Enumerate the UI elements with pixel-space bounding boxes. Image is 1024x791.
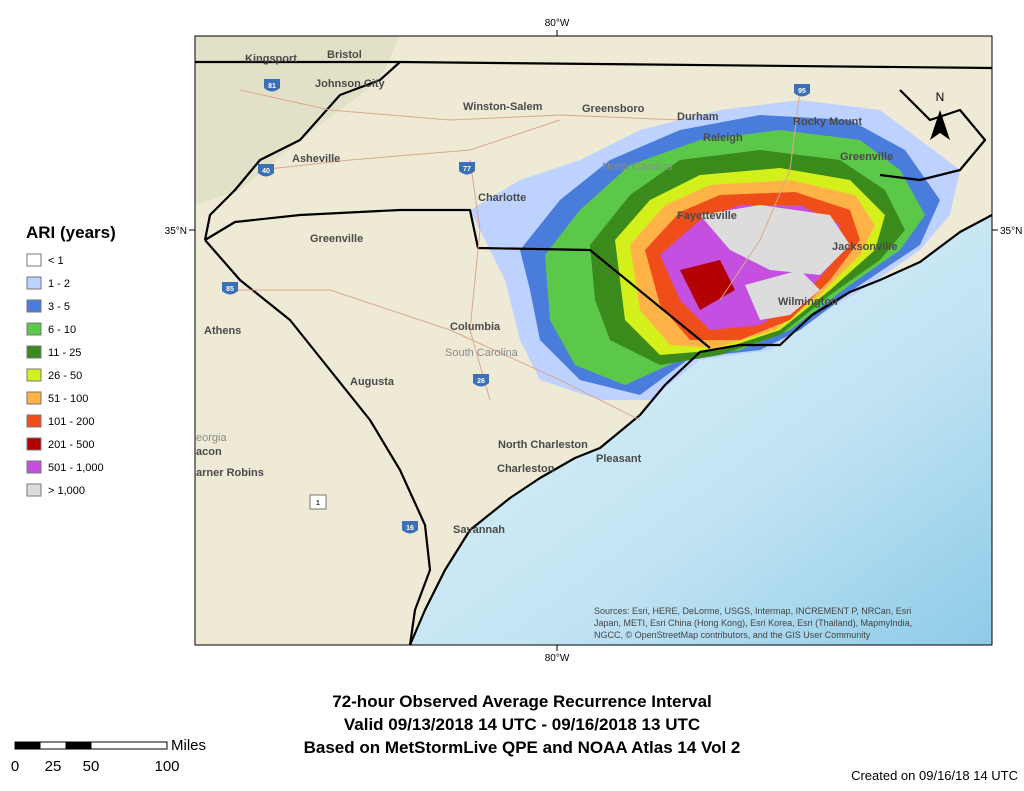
place-label: Greenville xyxy=(840,151,893,163)
title-line: 72-hour Observed Average Recurrence Inte… xyxy=(332,692,712,711)
legend-label: 51 - 100 xyxy=(48,393,88,405)
legend-label: 201 - 500 xyxy=(48,439,94,451)
place-label: Jacksonville xyxy=(832,241,897,253)
place-label: Savannah xyxy=(453,524,505,536)
state-label: South Carolina xyxy=(445,347,519,359)
rainfall-ari xyxy=(470,100,960,400)
place-label: Greensboro xyxy=(582,103,645,115)
place-label: Charleston xyxy=(497,463,555,475)
legend-title: ARI (years) xyxy=(26,223,116,242)
legend-swatch xyxy=(26,460,42,474)
place-label: arner Robins xyxy=(196,467,264,479)
legend-swatch xyxy=(26,299,42,313)
ocean xyxy=(410,215,992,645)
highway-label: 85 xyxy=(226,286,234,293)
scale-bar: Miles 0 25 50 100 xyxy=(11,737,206,775)
legend-label: 1 - 2 xyxy=(48,278,70,290)
highway-label: 40 xyxy=(262,168,270,175)
highway-shields: 81 40 77 85 95 26 16 1 xyxy=(222,79,810,534)
place-label: Bristol xyxy=(327,49,362,61)
legend-label: 6 - 10 xyxy=(48,324,76,336)
legend-label: 26 - 50 xyxy=(48,370,82,382)
place-label: Greenville xyxy=(310,233,363,245)
place-label: Augusta xyxy=(350,376,395,388)
legend-label: 11 - 25 xyxy=(48,347,81,359)
legend-label: > 1,000 xyxy=(48,485,85,497)
legend-swatch xyxy=(26,437,42,451)
legend-label: < 1 xyxy=(48,255,64,267)
place-label: Fayetteville xyxy=(677,210,737,222)
highway-label: 16 xyxy=(406,525,414,532)
scale-unit: Miles xyxy=(171,737,206,754)
place-label: Athens xyxy=(204,325,241,337)
legend-swatch xyxy=(26,276,42,290)
scale-label: 25 xyxy=(45,758,62,775)
place-label: acon xyxy=(196,446,222,458)
scale-label: 100 xyxy=(154,758,179,775)
map-frame xyxy=(194,35,993,646)
place-label: Rocky Mount xyxy=(793,116,862,128)
highway-label: 81 xyxy=(268,83,276,90)
place-label: Durham xyxy=(677,111,719,123)
scale-label: 0 xyxy=(11,758,19,775)
title-line: Valid 09/13/2018 14 UTC - 09/16/2018 13 … xyxy=(344,715,700,734)
place-label: Pleasant xyxy=(596,453,642,465)
legend-swatch xyxy=(26,391,42,405)
legend-swatch xyxy=(26,322,42,336)
lat-label: 35°N xyxy=(1000,226,1022,237)
attribution-line: Japan, METI, Esri China (Hong Kong), Esr… xyxy=(594,618,912,628)
place-label: Wilmington xyxy=(778,296,838,308)
state-label: North Carolina xyxy=(602,161,674,173)
attribution-line: Sources: Esri, HERE, DeLorme, USGS, Inte… xyxy=(594,606,911,616)
place-label: Asheville xyxy=(292,153,340,165)
state-borders xyxy=(195,60,992,645)
attribution-line: NGCC, © OpenStreetMap contributors, and … xyxy=(594,630,871,640)
north-label: N xyxy=(936,90,945,104)
attribution: Sources: Esri, HERE, DeLorme, USGS, Inte… xyxy=(594,606,912,640)
highway-label: 77 xyxy=(463,166,471,173)
roads xyxy=(230,89,801,421)
place-label: Johnson City xyxy=(315,78,386,90)
highway-label: 95 xyxy=(798,88,806,95)
highway-label: 26 xyxy=(477,378,485,385)
legend-swatch xyxy=(26,253,42,267)
place-label: Winston-Salem xyxy=(463,101,543,113)
highway-label: 1 xyxy=(316,500,320,507)
map-area xyxy=(195,36,992,645)
legend-swatch xyxy=(26,368,42,382)
lat-label: 35°N xyxy=(165,226,187,237)
title-block: 72-hour Observed Average Recurrence Inte… xyxy=(304,692,741,757)
title-line: Based on MetStormLive QPE and NOAA Atlas… xyxy=(304,738,741,757)
legend-swatch xyxy=(26,414,42,428)
legend-swatch xyxy=(26,483,42,497)
place-label: Kingsport xyxy=(245,53,297,65)
legend: < 1 1 - 2 3 - 5 6 - 10 11 - 25 26 - 50 51 - 10… xyxy=(26,253,104,497)
legend-label: 3 - 5 xyxy=(48,301,70,313)
scale-label: 50 xyxy=(83,758,100,775)
lon-label: 80°W xyxy=(545,653,570,664)
place-label: Charlotte xyxy=(478,192,526,204)
mountains xyxy=(195,36,400,205)
created-note: Created on 09/16/18 14 UTC xyxy=(851,768,1018,783)
legend-label: 501 - 1,000 xyxy=(48,462,104,474)
place-label: Columbia xyxy=(450,321,501,333)
place-labels: Kingsport Bristol Johnson City Winston-S… xyxy=(196,49,897,536)
state-label: eorgia xyxy=(196,432,227,444)
north-arrow: N xyxy=(930,90,950,140)
place-label: Raleigh xyxy=(703,132,743,144)
legend-label: 101 - 200 xyxy=(48,416,94,428)
lon-label: 80°W xyxy=(545,18,570,29)
legend-swatch xyxy=(26,345,42,359)
place-label: North Charleston xyxy=(498,439,588,451)
